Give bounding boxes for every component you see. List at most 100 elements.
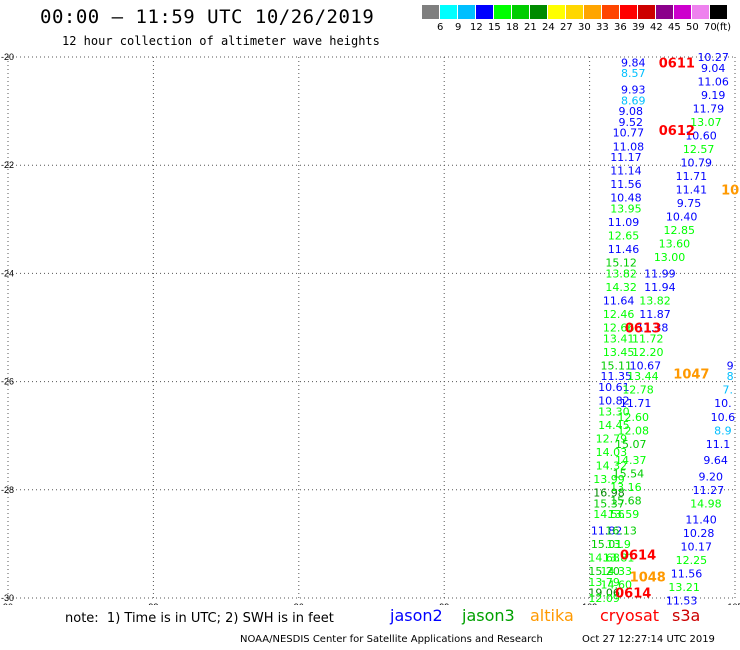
wave-height-value: 12.25 (676, 554, 708, 567)
chart-title: 00:00 – 11:59 UTC 10/26/2019 (40, 6, 375, 28)
wave-height-value: 10.79 (680, 156, 712, 169)
wave-height-value: 11.71 (620, 397, 652, 410)
wave-height-value: 13.82 (639, 294, 671, 307)
color-scale-swatch (440, 5, 457, 19)
wave-height-value: 15.11 (601, 359, 633, 372)
wave-height-value: 13.41 (603, 332, 635, 345)
x-tick-label: 93 (148, 602, 158, 605)
wave-height-value: 11.56 (610, 178, 642, 191)
wave-height-value: 15.37 (593, 497, 625, 510)
wave-height-value: 15.20 (588, 565, 620, 578)
wave-height-value: 12.08 (617, 424, 649, 437)
color-scale-label: 27 (560, 22, 573, 33)
wave-height-value: 13.60 (659, 238, 691, 251)
wave-height-value: 8.9 (714, 424, 732, 437)
wave-height-value: 11.06 (697, 75, 729, 88)
wave-height-value: 10.48 (610, 192, 642, 205)
wave-height-value: 13.45 (603, 346, 635, 359)
track-time-label: 0611 (659, 56, 695, 71)
color-scale-label: 50 (686, 22, 699, 33)
wave-height-value: 14.33 (601, 565, 633, 578)
wave-height-value: 12.09 (588, 592, 620, 605)
satellite-legend-altika: altika (530, 606, 574, 625)
generation-timestamp: Oct 27 12:27:14 UTC 2019 (582, 634, 715, 645)
credit-line: NOAA/NESDIS Center for Satellite Applica… (240, 634, 543, 645)
track-time-label: 1048 (630, 570, 666, 585)
wave-height-value: 14.32 (605, 281, 637, 294)
color-scale-swatch (674, 5, 691, 19)
wave-height-value: 10.61 (598, 381, 630, 394)
wave-height-value: 11.72 (632, 332, 664, 345)
color-scale-label: 15 (488, 22, 501, 33)
track-time-label: 0613 (625, 322, 661, 337)
wave-height-value: 10. (714, 397, 732, 410)
color-scale-unit: (ft) (716, 22, 732, 33)
wave-height-value: 8.69 (621, 94, 646, 107)
wave-height-value: 14.32 (596, 459, 628, 472)
wave-height-value: 15.54 (613, 468, 645, 481)
wave-height-value: 14.98 (690, 497, 722, 510)
wave-height-value: 13.81 (603, 551, 635, 564)
wave-height-value: 12.60 (617, 411, 649, 424)
wave-height-value: 10.40 (666, 211, 698, 224)
wave-height-value: 13.16 (610, 481, 642, 494)
wave-height-value: 10.28 (683, 527, 715, 540)
wave-height-value: 10.77 (613, 127, 645, 140)
wave-height-value: 13.44 (627, 370, 659, 383)
y-tick-label: -24 (1, 268, 14, 278)
color-scale-label: 6 (437, 22, 444, 33)
x-tick-label: 90 (3, 602, 13, 605)
color-scale-swatch (656, 5, 673, 19)
wave-height-value: 11.53 (666, 595, 698, 605)
y-tick-label: -26 (1, 377, 14, 387)
wave-height-value: 14.68 (588, 551, 620, 564)
wave-height-value: 11.35 (601, 370, 633, 383)
satellite-legend-jason3: jason3 (462, 606, 515, 625)
satellite-legend-cryosat: cryosat (600, 606, 660, 625)
wave-height-value: 13.79 (588, 576, 620, 589)
wave-height-value: 9.75 (677, 197, 702, 210)
wave-height-value: 11.64 (603, 294, 635, 307)
wave-height-value: 9.84 (621, 56, 646, 69)
wave-height-value: 14.60 (601, 578, 633, 591)
wave-height-value: 9.93 (621, 83, 646, 96)
wave-height-value: 15.12 (605, 257, 637, 270)
wave-height-value: 15.07 (615, 438, 647, 451)
wave-height-value: 14.56 (593, 508, 625, 521)
wave-height-value: 19.06 (588, 587, 620, 600)
wave-height-value: 13.95 (610, 202, 642, 215)
wave-height-value: 9.20 (699, 470, 724, 483)
color-scale-swatch (458, 5, 475, 19)
x-tick-label: 99 (439, 602, 449, 605)
track-time-label: 10 (721, 184, 739, 199)
color-scale-swatch (548, 5, 565, 19)
color-scale-swatch (494, 5, 511, 19)
wave-height-value: 12.65 (608, 230, 640, 243)
wave-height-value: 12.66 (603, 322, 635, 335)
wave-height-value: 11.56 (671, 568, 703, 581)
track-time-label: 0612 (659, 124, 695, 139)
wave-height-value: 10.82 (598, 395, 630, 408)
wave-height-value: 11.99 (644, 267, 676, 280)
x-tick-label: 105 (727, 602, 740, 605)
color-scale-label: 70 (704, 22, 717, 33)
wave-height-value: 11.71 (676, 170, 708, 183)
color-scale-label: 21 (524, 22, 537, 33)
wave-height-map: 90 93 96 99 102 105 -20 -22 -24 -26 -28 -30 9.848.57… (1, 51, 740, 605)
wave-height-value: 16.98 (593, 487, 625, 500)
x-tick-label: 102 (582, 602, 597, 605)
wave-height-value: 13.07 (690, 116, 722, 129)
wave-height-value: 9.04 (701, 62, 726, 75)
wave-height-value: 11.27 (693, 484, 725, 497)
wave-height-value: 12.20 (632, 346, 664, 359)
footer-note: note: 1) Time is in UTC; 2) SWH is in fe… (65, 611, 334, 626)
wave-height-value: 13.99 (593, 473, 625, 486)
wave-height-value: 13.82 (605, 267, 637, 280)
wave-height-value: 11.17 (610, 151, 642, 164)
wave-height-value: 9 (727, 359, 734, 372)
y-tick-label: -20 (1, 52, 14, 62)
wave-height-value: 10.27 (697, 51, 729, 64)
color-scale-swatch (638, 5, 655, 19)
color-scale-label: 39 (632, 22, 645, 33)
wave-height-value: 12.46 (603, 308, 635, 321)
